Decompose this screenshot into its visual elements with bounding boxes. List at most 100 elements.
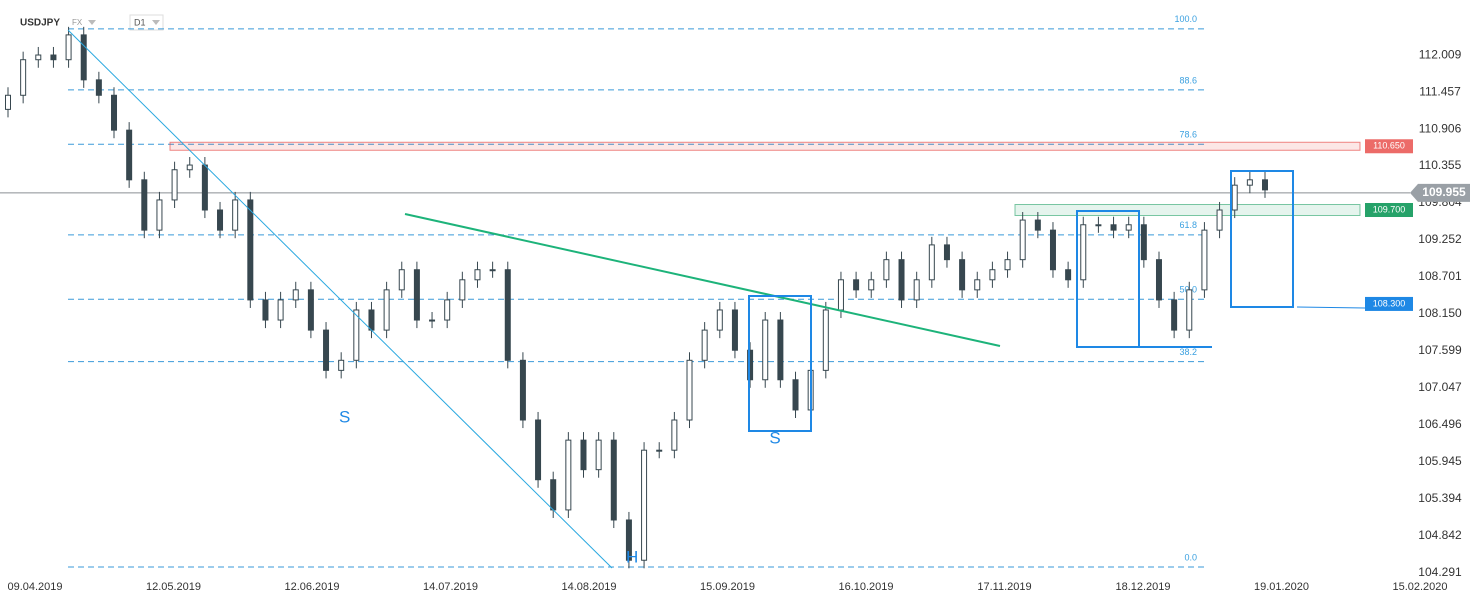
trendline (67, 29, 613, 569)
candle-body (580, 439, 587, 471)
plot: 112.009111.457110.906110.355109.804109.2… (0, 14, 1462, 593)
candle-body (50, 54, 57, 61)
candle-body (1246, 179, 1253, 186)
trendline (404, 213, 1001, 347)
candle-body (595, 439, 602, 471)
candle-body (1019, 219, 1026, 261)
y-tick-label: 109.252 (1418, 232, 1462, 246)
candle-body (201, 164, 208, 211)
y-tick-label: 104.291 (1418, 565, 1462, 579)
candle-body (444, 299, 451, 321)
candle-body (716, 309, 723, 331)
candle-body (671, 419, 678, 451)
candle-body (898, 259, 905, 301)
candle-body (368, 309, 375, 331)
interval[interactable]: D1 (134, 17, 146, 27)
interval-box[interactable] (129, 14, 164, 31)
x-tick-label: 15.09.2019 (700, 581, 755, 593)
candle-body (959, 259, 966, 291)
candle-body (489, 269, 496, 272)
y-tick-label: 108.150 (1418, 306, 1462, 320)
fib-label: 38.2 (1179, 347, 1197, 357)
x-tick-label: 17.11.2019 (977, 581, 1031, 593)
candle-body (1262, 179, 1268, 191)
y-tick-label: 112.009 (1419, 47, 1462, 61)
x-tick-label: 12.05.2019 (146, 581, 201, 593)
y-tick-label: 110.906 (1419, 121, 1462, 135)
current-price-label: 109.955 (1422, 185, 1466, 199)
candle-body (307, 289, 314, 331)
candle-body (20, 59, 27, 96)
candle-body (398, 269, 405, 291)
candle-body (80, 34, 87, 81)
y-tick-label: 107.047 (1418, 380, 1462, 394)
candle-body (837, 279, 844, 311)
candle-body (868, 279, 875, 291)
x-tick-label: 15.02.2020 (1392, 581, 1447, 593)
candle-body (353, 309, 360, 361)
candle-body (762, 319, 769, 381)
y-tick-label: 111.457 (1419, 84, 1461, 98)
fib-label: 0.0 (1184, 552, 1197, 562)
candle-body (974, 279, 981, 291)
candle-body (610, 439, 617, 521)
y-tick-label: 104.842 (1418, 528, 1462, 542)
candle-body (292, 289, 299, 301)
fib-label: 88.6 (1179, 75, 1197, 85)
level-label: 109.700 (1373, 204, 1406, 214)
fib-label: 100.0 (1174, 14, 1197, 24)
candle-body (1140, 224, 1147, 261)
candle-body (141, 179, 148, 231)
current-price-tag (1410, 183, 1470, 202)
candle-body (1125, 224, 1132, 231)
candle-body (777, 319, 784, 381)
candle-body (186, 164, 193, 171)
candle-body (459, 279, 466, 301)
x-tick-label: 12.06.2019 (284, 581, 339, 593)
candle-body (928, 244, 935, 281)
candle-body (1155, 259, 1162, 301)
candle-body (1171, 299, 1178, 331)
candle-body (338, 359, 345, 371)
level-zone (169, 141, 1361, 151)
y-tick-label: 105.945 (1418, 454, 1462, 468)
candle-body (156, 199, 163, 231)
candle-body (641, 449, 648, 561)
fib-label: 78.6 (1179, 130, 1197, 140)
candle-body (913, 279, 920, 301)
candle-body (126, 129, 133, 181)
level-tag (1365, 203, 1413, 218)
candle-body (625, 519, 632, 561)
candle-body (1080, 224, 1087, 281)
candle-body (1095, 224, 1102, 227)
candle-body (383, 289, 390, 331)
x-tick-label: 16.10.2019 (838, 581, 893, 593)
y-tick-label: 106.496 (1418, 417, 1462, 431)
fib-label: 61.8 (1179, 220, 1197, 230)
y-tick-label: 107.599 (1418, 343, 1462, 357)
y-tick-label: 108.701 (1418, 269, 1462, 283)
x-tick-label: 09.04.2019 (7, 581, 62, 593)
drawings: S S H (67, 29, 1366, 569)
pattern-box (1076, 210, 1140, 348)
market: FX (72, 18, 83, 27)
candle-body (277, 299, 284, 321)
annotation: S (769, 428, 780, 447)
pointer-line (1296, 306, 1366, 309)
candle-body (1231, 184, 1238, 211)
pattern-box (748, 295, 812, 432)
candle-body (5, 94, 11, 110)
level-zone (1014, 204, 1361, 217)
candle-body (65, 34, 72, 61)
candle-body (853, 279, 860, 291)
candle-body (1216, 209, 1223, 231)
candle-body (413, 269, 420, 321)
candle-body (943, 244, 950, 261)
candle-body (95, 79, 102, 96)
candle-body (247, 199, 254, 301)
level-label: 108.300 (1373, 298, 1406, 308)
candle-body (217, 209, 224, 231)
candle-body (1186, 289, 1193, 331)
candle-body (111, 94, 118, 131)
candle-body (323, 329, 330, 371)
